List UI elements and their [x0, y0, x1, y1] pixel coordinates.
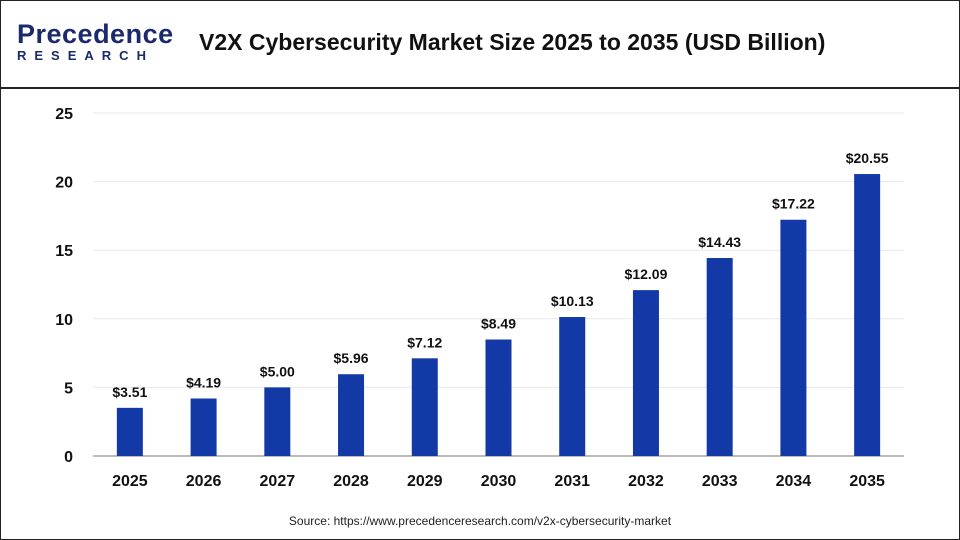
x-tick-label: 2026 [186, 473, 222, 490]
bar [632, 290, 659, 456]
data-label: $3.51 [112, 384, 147, 400]
x-tick-label: 2027 [260, 473, 296, 490]
x-tick-label: 2034 [776, 473, 812, 490]
y-tick-label: 20 [55, 175, 73, 192]
data-label: $10.13 [551, 293, 594, 309]
data-label: $4.19 [186, 375, 221, 391]
header: Precedence RESEARCH V2X Cybersecurity Ma… [1, 1, 959, 89]
bar [706, 258, 733, 456]
bar [485, 339, 512, 456]
bar [264, 387, 291, 456]
x-tick-label: 2032 [628, 473, 664, 490]
data-label: $5.96 [334, 350, 369, 366]
bar [780, 219, 807, 456]
data-label: $20.55 [846, 150, 889, 166]
data-label: $5.00 [260, 363, 295, 379]
data-label: $8.49 [481, 316, 516, 332]
bar [559, 317, 586, 456]
x-tick-label: 2028 [333, 473, 369, 490]
data-label: $14.43 [698, 234, 741, 250]
x-tick-label: 2025 [112, 473, 148, 490]
x-tick-label: 2029 [407, 473, 443, 490]
data-label: $17.22 [772, 196, 815, 212]
bar [338, 374, 365, 456]
y-tick-label: 15 [55, 243, 73, 260]
data-label: $7.12 [407, 334, 442, 350]
bar [116, 407, 143, 456]
x-tick-label: 2030 [481, 473, 517, 490]
y-tick-label: 10 [55, 312, 73, 329]
logo-text: Precedence [17, 19, 174, 49]
x-tick-label: 2033 [702, 473, 738, 490]
y-tick-label: 5 [64, 380, 73, 397]
x-tick-label: 2031 [554, 473, 590, 490]
data-label: $12.09 [625, 266, 668, 282]
y-tick-label: 0 [64, 449, 73, 466]
y-tick-label: 25 [55, 106, 73, 123]
bar [190, 398, 217, 456]
bar [411, 358, 438, 456]
logo: Precedence RESEARCH [17, 19, 174, 63]
logo-subtext: RESEARCH [17, 48, 154, 63]
bar [854, 174, 881, 456]
source-text: Source: https://www.precedenceresearch.c… [288, 514, 672, 528]
x-tick-label: 2035 [849, 473, 885, 490]
chart-title: V2X Cybersecurity Market Size 2025 to 20… [199, 29, 826, 55]
